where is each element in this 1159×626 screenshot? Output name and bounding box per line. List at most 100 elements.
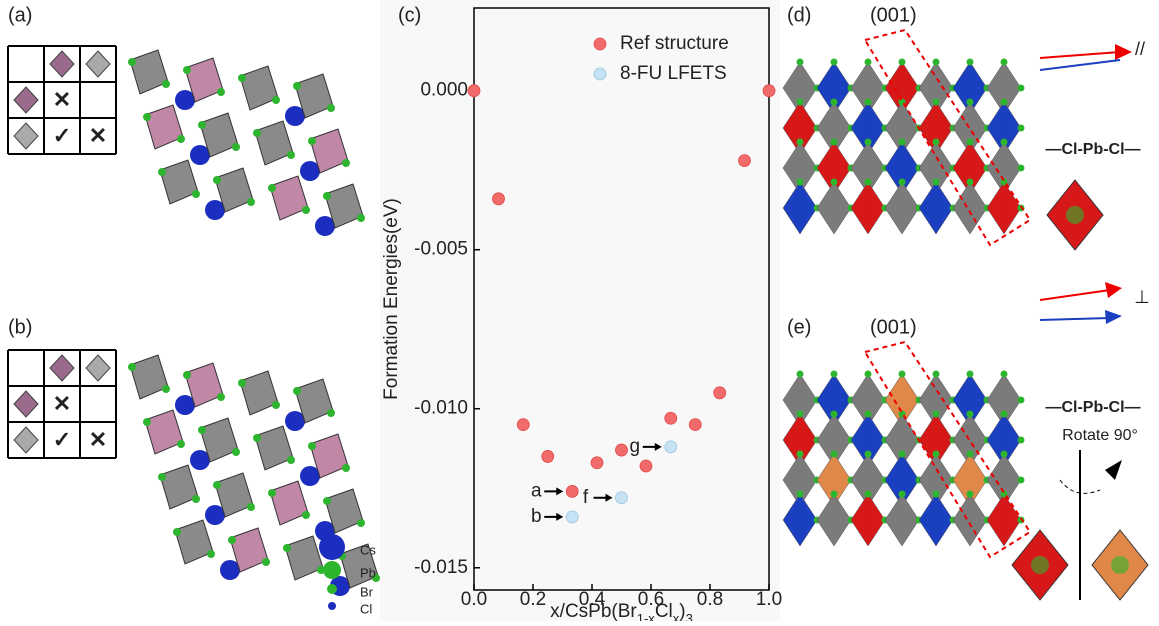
atom	[323, 497, 331, 505]
data-point	[616, 492, 628, 504]
atom	[831, 179, 838, 186]
octahedron-icon	[14, 427, 38, 453]
grid-mark: ✕	[89, 427, 107, 452]
atom	[865, 371, 872, 378]
octahedron-icon	[50, 355, 74, 381]
atom	[865, 139, 872, 146]
atom	[217, 88, 225, 96]
legend-atom	[323, 561, 341, 579]
grid-mark: ✕	[53, 391, 71, 416]
atom	[302, 206, 310, 214]
atom	[238, 74, 246, 82]
legend-atom	[328, 602, 336, 610]
panel-label: (a)	[8, 4, 32, 26]
octahedron	[270, 481, 308, 525]
atom	[158, 473, 166, 481]
parallel-symbol: //	[1135, 39, 1145, 59]
atom	[1001, 139, 1008, 146]
atom	[268, 489, 276, 497]
atom	[162, 80, 170, 88]
atom	[1001, 411, 1008, 418]
x-axis-label-part: x/CsPb(Br	[550, 601, 637, 621]
atom	[287, 456, 295, 464]
atom	[162, 385, 170, 393]
atom	[1018, 397, 1025, 404]
atom	[899, 59, 906, 66]
grid-mark: ✓	[53, 427, 71, 452]
atom	[272, 401, 280, 409]
octahedron	[987, 494, 1021, 546]
vector	[1040, 60, 1120, 70]
atom	[831, 99, 838, 106]
x-tick-label: 0.2	[520, 589, 546, 610]
x-axis-label-part: Cl	[655, 601, 673, 621]
atom	[933, 491, 940, 498]
data-point	[665, 412, 677, 424]
atom	[899, 139, 906, 146]
atom	[247, 503, 255, 511]
vector	[1040, 318, 1110, 320]
legend-label: Cs	[360, 542, 376, 557]
octahedron-icon	[14, 123, 38, 149]
octahedron	[130, 50, 168, 94]
octahedron	[851, 182, 885, 234]
atom	[213, 481, 221, 489]
x-tick-label: 0.8	[697, 589, 723, 610]
atom	[183, 371, 191, 379]
atom	[797, 59, 804, 66]
atom	[232, 448, 240, 456]
vector-head	[1105, 310, 1122, 324]
atom	[173, 528, 181, 536]
octahedron	[255, 426, 293, 470]
atom	[357, 519, 365, 527]
legend-atom	[327, 584, 337, 594]
octahedron	[130, 355, 168, 399]
data-point	[714, 387, 726, 399]
atom	[933, 371, 940, 378]
atom	[899, 451, 906, 458]
atom	[1018, 437, 1025, 444]
plane-label: (001)	[870, 4, 917, 26]
atom	[865, 451, 872, 458]
atom	[831, 491, 838, 498]
octahedron	[885, 182, 919, 234]
atom	[899, 371, 906, 378]
legend-label: Pb	[360, 565, 376, 580]
octahedron	[817, 494, 851, 546]
atom	[302, 511, 310, 519]
octahedron	[953, 182, 987, 234]
atom	[831, 411, 838, 418]
panel-label: (b)	[8, 316, 32, 338]
legend-label: Br	[360, 584, 374, 599]
y-tick-label: -0.010	[414, 398, 468, 419]
atom	[192, 495, 200, 503]
octahedron-icon	[86, 51, 110, 77]
atom	[797, 99, 804, 106]
data-point	[591, 457, 603, 469]
atom	[1031, 556, 1049, 574]
atom	[323, 192, 331, 200]
x-tick-label: 0.0	[461, 589, 487, 610]
atom	[797, 491, 804, 498]
atom	[933, 451, 940, 458]
atom	[899, 491, 906, 498]
octahedron	[175, 520, 213, 564]
octahedron-icon	[14, 87, 38, 113]
legend-marker	[594, 38, 606, 50]
atom	[192, 190, 200, 198]
atom	[177, 135, 185, 143]
data-point	[566, 511, 578, 523]
atom	[1001, 59, 1008, 66]
y-tick-label: -0.005	[414, 239, 468, 260]
legend-atom	[319, 534, 345, 560]
y-axis-label: Formation Energies(eV)	[381, 198, 402, 400]
data-point	[763, 85, 775, 97]
annotation: g	[629, 436, 640, 457]
perp-symbol: ⊥	[1134, 287, 1150, 307]
octahedron-icon	[86, 355, 110, 381]
atom	[865, 99, 872, 106]
vector	[1040, 52, 1120, 58]
data-point	[665, 441, 677, 453]
atom	[1018, 125, 1025, 132]
atom	[327, 409, 335, 417]
